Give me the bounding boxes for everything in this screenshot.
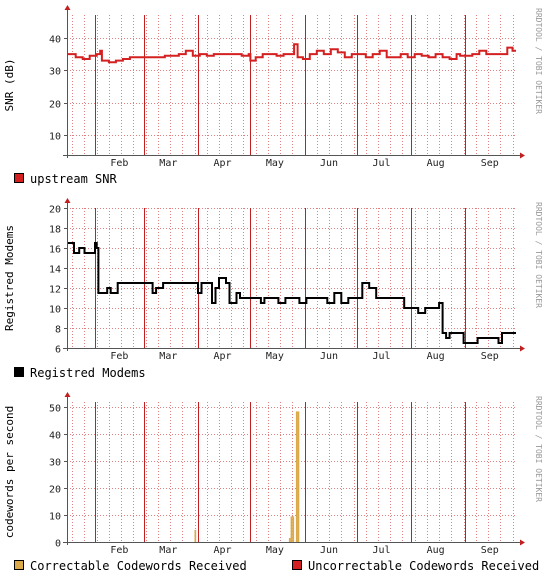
codewords-chart: RRDTOOL / TOBI OETIKER 0 10 20 30 40 50 Feb Mar…: [3, 392, 543, 573]
x-tick-label: Apr: [213, 545, 231, 556]
x-tick-label: Mar: [159, 158, 177, 169]
y-tick-label: 30: [49, 458, 61, 469]
legend-swatch: [14, 560, 24, 570]
x-tick-label: Aug: [427, 158, 445, 169]
x-tick-label: Feb: [110, 158, 128, 169]
x-tick-label: Jun: [320, 351, 338, 362]
snr-chart: RRDTOOL / TOBI OETIKER 10 20 30 40 Feb Mar Apr…: [3, 5, 543, 186]
series-line: [67, 242, 516, 344]
y-tick-label: 50: [49, 404, 61, 415]
y-axis-label: Registred Modems: [3, 225, 16, 331]
legend-label: upstream SNR: [30, 172, 117, 186]
x-tick-label: Jun: [320, 158, 338, 169]
y-tick-label: 40: [49, 35, 61, 46]
y-axis-label: codewords per second: [3, 406, 16, 538]
y-tick-label: 20: [49, 100, 61, 111]
y-tick-label: 18: [49, 225, 61, 236]
x-tick-label: Apr: [213, 158, 231, 169]
y-tick-label: 6: [55, 345, 61, 356]
y-axis-label: SNR (dB): [3, 59, 16, 112]
x-tick-label: Apr: [213, 351, 231, 362]
y-tick-label: 10: [49, 305, 61, 316]
x-tick-label: May: [266, 351, 284, 362]
bar: [295, 411, 298, 542]
bar: [292, 516, 295, 542]
bar: [297, 411, 300, 542]
y-tick-label: 0: [55, 539, 61, 550]
y-tick-label: 14: [49, 265, 61, 276]
x-axis-arrow: [520, 345, 525, 352]
credit-text-snr: RRDTOOL / TOBI OETIKER: [534, 8, 543, 114]
modems-chart: RRDTOOL / TOBI OETIKER 6 8 10 12 14 16 18 20 Feb…: [3, 198, 543, 380]
y-tick-label: 8: [55, 325, 61, 336]
legend-label: Correctable Codewords Received: [30, 559, 247, 573]
y-tick-label: 10: [49, 132, 61, 143]
x-tick-label: Jul: [372, 545, 390, 556]
x-tick-label: Sep: [481, 545, 499, 556]
x-tick-label: Aug: [427, 545, 445, 556]
x-tick-label: Mar: [159, 351, 177, 362]
x-tick-label: Mar: [159, 545, 177, 556]
x-axis-arrow: [520, 539, 525, 546]
x-tick-label: Jul: [372, 351, 390, 362]
y-tick-label: 40: [49, 431, 61, 442]
credit-text-codewords: RRDTOOL / TOBI OETIKER: [534, 396, 543, 502]
x-tick-label: Feb: [110, 351, 128, 362]
legend-swatch: [14, 367, 24, 377]
x-tick-label: Sep: [481, 351, 499, 362]
legend-label: Registred Modems: [30, 366, 146, 380]
bar: [194, 529, 197, 542]
y-tick-label: 30: [49, 67, 61, 78]
y-tick-label: 12: [49, 285, 61, 296]
legend-swatch: [14, 173, 24, 183]
y-tick-label: 20: [49, 485, 61, 496]
x-tick-label: Feb: [110, 545, 128, 556]
x-tick-label: May: [266, 545, 284, 556]
x-tick-label: May: [266, 158, 284, 169]
x-axis-arrow: [520, 152, 525, 159]
bar: [290, 516, 293, 542]
y-axis-arrow: [64, 198, 71, 203]
legend-label: Uncorrectable Codewords Received: [308, 559, 539, 573]
x-tick-label: Aug: [427, 351, 445, 362]
y-tick-label: 10: [49, 512, 61, 523]
y-axis-arrow: [64, 5, 71, 10]
legend-swatch: [292, 560, 302, 570]
bar: [288, 538, 291, 542]
y-axis-arrow: [64, 392, 71, 397]
series-line: [67, 43, 516, 64]
y-tick-label: 16: [49, 245, 61, 256]
credit-text-modems: RRDTOOL / TOBI OETIKER: [534, 202, 543, 308]
x-tick-label: Jun: [320, 545, 338, 556]
x-tick-label: Sep: [481, 158, 499, 169]
x-tick-label: Jul: [372, 158, 390, 169]
y-tick-label: 20: [49, 205, 61, 216]
